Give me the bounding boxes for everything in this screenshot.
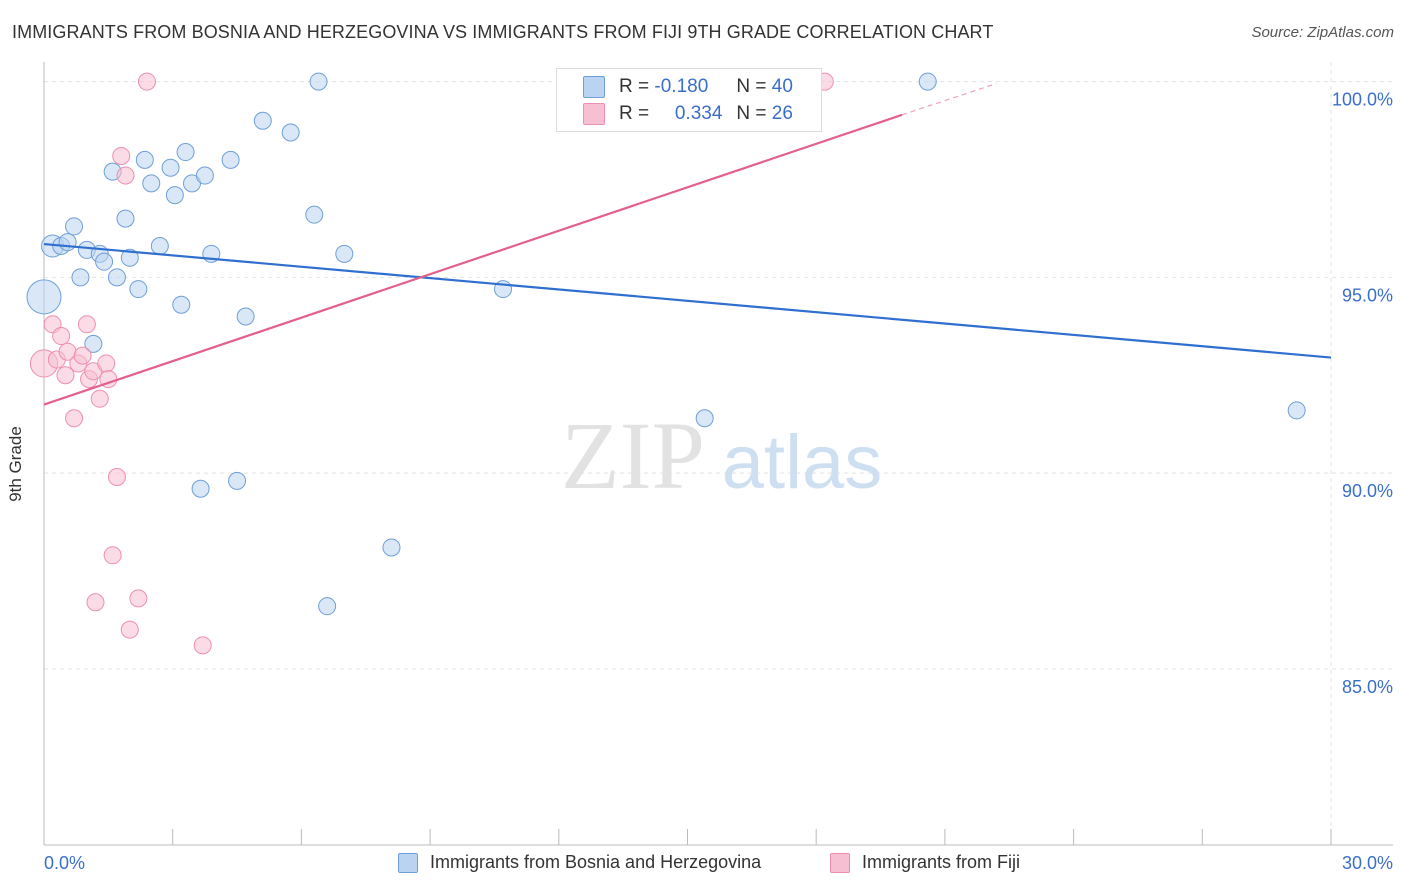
point-pink-17 [107, 467, 126, 486]
y-tick-label-0: 85.0% [1342, 677, 1393, 697]
point-pink-12 [86, 593, 105, 612]
axes [43, 62, 1393, 846]
point-pink-8 [73, 346, 92, 365]
point-blue-32 [309, 72, 328, 91]
stats-r-value-fiji: 0.334 [674, 103, 723, 124]
point-pink-4 [56, 366, 75, 385]
point-blue-4 [65, 217, 84, 236]
point-blue-15 [135, 150, 154, 169]
point-pink-18 [112, 146, 131, 165]
legend-item-fiji[interactable]: Immigrants from Fiji [830, 852, 1020, 873]
point-blue-20 [172, 295, 191, 314]
point-blue-34 [335, 244, 354, 263]
point-blue-17 [150, 237, 169, 256]
trend-lines [43, 82, 1332, 406]
point-blue-14 [129, 280, 148, 299]
stats-n-label: N = [736, 103, 767, 124]
point-blue-30 [281, 123, 300, 142]
point-pink-9 [77, 315, 96, 334]
y-tick-label-3: 100.0% [1332, 90, 1393, 110]
point-blue-16 [142, 174, 161, 193]
watermark: ZIP atlas [561, 402, 882, 509]
point-pink-23 [193, 636, 212, 655]
point-pink-16 [103, 546, 122, 565]
point-pink-21 [129, 589, 148, 608]
point-blue-33 [318, 597, 337, 616]
legend: Immigrants from Bosnia and Herzegovina I… [0, 850, 1406, 880]
point-blue-23 [191, 479, 210, 498]
point-blue-35 [382, 538, 401, 557]
point-pink-20 [120, 620, 139, 639]
point-blue-21 [176, 143, 195, 162]
trendline-pink-dashed [901, 82, 997, 116]
watermark-atlas: atlas [722, 420, 883, 505]
grid-lines [44, 62, 1393, 845]
stats-n-label: N = [736, 76, 767, 97]
point-blue-18 [161, 158, 180, 177]
stats-r-value-bosnia: -0.180 [654, 76, 709, 97]
point-pink-14 [97, 354, 116, 373]
point-blue-3 [58, 233, 77, 252]
point-blue-26 [221, 150, 240, 169]
legend-item-bosnia[interactable]: Immigrants from Bosnia and Herzegovina [398, 852, 761, 873]
legend-swatch-bosnia [398, 852, 418, 873]
stats-swatch-fiji [583, 103, 605, 125]
point-pink-13 [90, 389, 109, 408]
y-axis-label: 9th Grade [6, 426, 25, 502]
watermark-zip: ZIP [561, 402, 705, 509]
point-blue-9 [95, 252, 114, 271]
point-blue-37 [695, 409, 714, 428]
point-pink-19 [116, 166, 135, 185]
tick-labels: 85.0% 90.0% 95.0% 100.0% 0.0% 30.0% [44, 90, 1393, 873]
x-tick-label-0: 0.0% [44, 853, 85, 873]
point-blue-31 [305, 205, 324, 224]
source-label: Source: ZipAtlas.com [1251, 24, 1394, 41]
legend-swatch-fiji [830, 852, 850, 873]
point-blue-13 [120, 248, 139, 267]
point-blue-27 [228, 471, 247, 490]
stats-r-label: R = [619, 103, 650, 124]
point-blue-7 [84, 334, 103, 353]
y-tick-label-1: 90.0% [1342, 481, 1393, 501]
x-tick-label-1: 30.0% [1342, 853, 1393, 873]
point-blue-5 [71, 268, 90, 287]
point-blue-19 [165, 186, 184, 205]
point-blue-29 [253, 111, 272, 130]
y-tick-label-2: 95.0% [1342, 285, 1393, 305]
point-pink-22 [137, 72, 156, 91]
trendline-pink [43, 113, 903, 406]
stats-n-value-bosnia: 40 [771, 76, 793, 97]
trendline-blue [43, 242, 1332, 359]
legend-label-fiji: Immigrants from Fiji [862, 852, 1021, 872]
stats-row-fiji: R = 0.334 N = 26 [583, 101, 793, 127]
stats-swatch-bosnia [583, 76, 605, 98]
stats-row-bosnia: R = -0.180 N = 40 [583, 74, 793, 100]
point-blue-12 [116, 209, 135, 228]
point-pink-3 [52, 327, 71, 346]
stats-r-label: R = [619, 76, 650, 97]
point-blue-0 [26, 279, 62, 315]
chart-title: IMMIGRANTS FROM BOSNIA AND HERZEGOVINA V… [12, 22, 994, 42]
point-blue-24 [195, 166, 214, 185]
legend-label-bosnia: Immigrants from Bosnia and Herzegovina [430, 852, 762, 872]
point-blue-11 [107, 268, 126, 287]
point-blue-28 [236, 307, 255, 326]
point-blue-38 [918, 72, 937, 91]
stats-legend: R = -0.180 N = 40 R = 0.334 N = 26 [556, 68, 822, 132]
series-bosnia-points [26, 72, 1306, 616]
stats-n-value-fiji: 26 [771, 103, 793, 124]
point-blue-39 [1287, 401, 1306, 420]
point-pink-6 [65, 409, 84, 428]
